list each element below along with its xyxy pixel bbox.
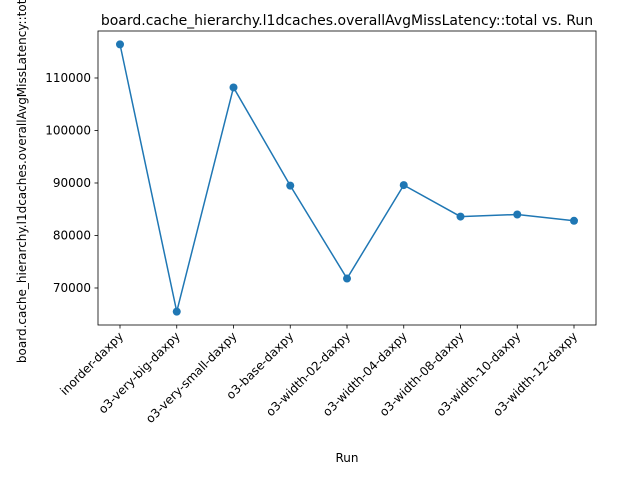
series-group xyxy=(116,40,578,316)
y-tick-label: 80000 xyxy=(53,228,91,242)
y-tick-label: 100000 xyxy=(45,123,91,137)
data-point xyxy=(172,307,181,316)
axes: 700008000090000100000110000inorder-daxpy… xyxy=(45,30,597,426)
series-line xyxy=(119,44,575,312)
data-point xyxy=(570,216,578,225)
data-point xyxy=(116,40,124,49)
data-point xyxy=(456,212,465,221)
data-point xyxy=(229,83,238,92)
data-point xyxy=(286,181,295,190)
data-point xyxy=(513,210,522,219)
y-tick-label: 110000 xyxy=(45,71,91,85)
y-tick-label: 90000 xyxy=(53,176,91,190)
y-axis-title: board.cache_hierarchy.l1dcaches.overallA… xyxy=(15,0,29,363)
x-axis-title: Run xyxy=(335,451,358,465)
chart-title: board.cache_hierarchy.l1dcaches.overallA… xyxy=(101,13,593,29)
data-point xyxy=(399,181,408,190)
y-tick-label: 70000 xyxy=(53,281,91,295)
data-point xyxy=(343,274,351,283)
